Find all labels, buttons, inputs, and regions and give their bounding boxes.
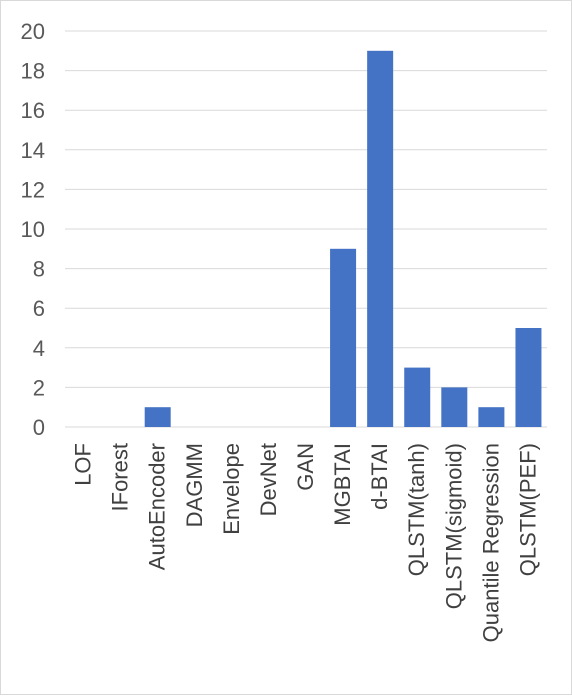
x-tick-label: QLSTM(tanh) [404,443,429,576]
y-tick-label: 4 [33,336,45,361]
x-tick-label: d-BTAI [367,443,392,510]
x-tick-label: DAGMM [182,443,207,527]
bar [441,387,468,427]
x-tick-label: DevNet [256,443,281,516]
x-tick-label: GAN [293,443,318,491]
bar [367,50,394,428]
y-tick-label: 2 [33,375,45,400]
bar [404,367,431,427]
x-tick-label: Quantile Regression [478,443,503,642]
y-tick-label: 10 [21,217,45,242]
y-tick-label: 18 [21,59,45,84]
x-tick-label: MGBTAI [330,443,355,526]
x-tick-label: Envelope [219,443,244,535]
y-tick-label: 16 [21,98,45,123]
x-tick-label: QLSTM(sigmoid) [441,443,466,609]
y-tick-label: 6 [33,296,45,321]
bar [515,328,542,427]
y-tick-label: 12 [21,177,45,202]
x-tick-label: LOF [71,443,96,486]
y-tick-label: 0 [33,415,45,440]
bar [330,248,357,427]
bar [144,407,171,427]
x-tick-label: AutoEncoder [145,443,170,570]
x-tick-label: IForest [108,443,133,511]
y-tick-label: 8 [33,257,45,282]
x-tick-label: QLSTM(PEF) [515,443,540,576]
y-tick-label: 20 [21,19,45,44]
y-tick-label: 14 [21,138,45,163]
bar [478,407,505,427]
